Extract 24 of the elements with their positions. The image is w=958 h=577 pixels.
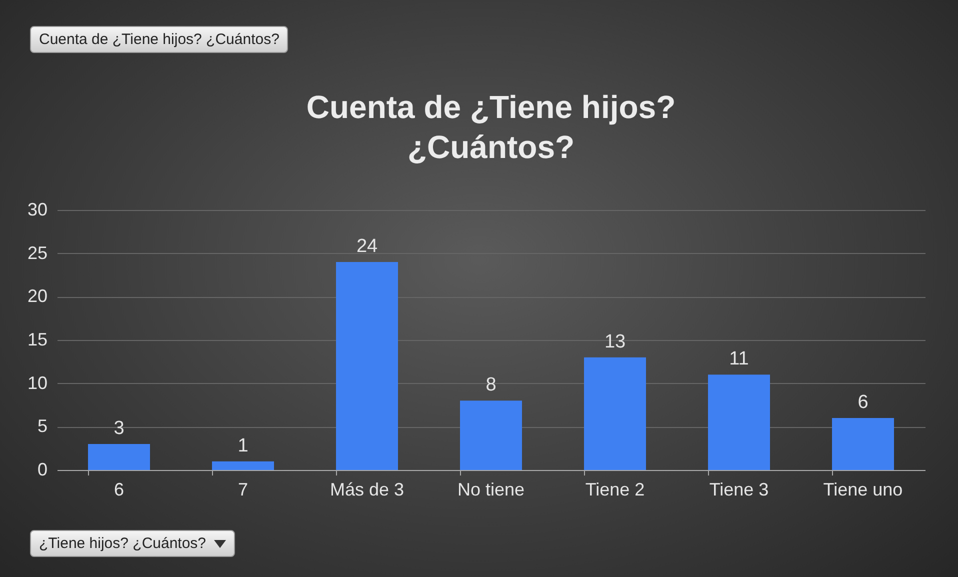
x-tick-label: No tiene: [457, 480, 525, 500]
y-tick-label: 10: [27, 372, 48, 393]
x-tick-label: Más de 3: [330, 480, 404, 500]
data-label: 6: [858, 392, 868, 413]
data-label: 24: [356, 236, 378, 257]
text: ¿Tiene hijos? ¿Cuántos?: [39, 535, 206, 552]
y-tick-label: 5: [37, 416, 48, 436]
x-tick-label: Tiene uno: [823, 480, 903, 500]
y-tick-label: 20: [27, 286, 48, 306]
data-label: 11: [729, 348, 749, 370]
y-tick-label: 15: [27, 330, 48, 350]
y-tick-label: 30: [27, 200, 48, 220]
y-tick-label: 25: [27, 242, 48, 263]
data-label: 8: [486, 374, 496, 396]
x-tick-label: Tiene 3: [709, 480, 769, 500]
data-label: 1: [238, 435, 248, 456]
text: Cuenta de ¿Tiene hijos? ¿Cuántos?: [39, 31, 280, 48]
chart-title: Cuenta de ¿Tiene hijos? ¿Cuántos?: [306, 89, 676, 165]
x-tick-label: Tiene 2: [585, 480, 645, 500]
y-tick-label: 0: [37, 460, 48, 480]
x-tick-label: 6: [114, 480, 124, 500]
data-label: 13: [604, 331, 626, 352]
x-tick-label: 7: [238, 480, 248, 500]
data-label: 3: [114, 418, 124, 439]
